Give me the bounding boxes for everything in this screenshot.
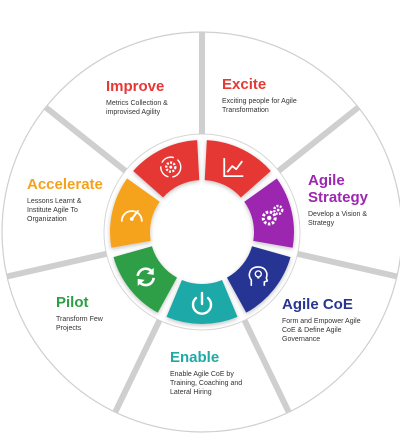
inner-petals — [109, 140, 294, 325]
trend-chart-icon — [223, 158, 244, 178]
segment-separator — [241, 318, 292, 414]
segment-agile-coe: Agile CoE Form and Empower Agile CoE & D… — [282, 296, 368, 344]
segment-description: Transform Few Projects — [56, 316, 103, 332]
head-idea-icon — [248, 266, 269, 286]
segment-enable: Enable Enable Agile CoE by Training, Coa… — [170, 349, 256, 397]
segment-title: Agile CoE — [282, 296, 353, 313]
gauge-icon — [120, 209, 143, 222]
gears-icon — [261, 204, 284, 226]
segment-separator — [43, 104, 128, 174]
segment-improve: Improve Metrics Collection & improvised … — [106, 78, 196, 117]
segment-title: Agile Strategy — [308, 172, 369, 206]
power-icon — [191, 291, 213, 315]
petal-excite — [204, 140, 271, 198]
segment-title: Enable — [170, 349, 220, 366]
segment-separator — [296, 250, 398, 280]
cycle-gear-icon — [160, 156, 182, 178]
segment-title: Improve — [106, 78, 165, 95]
petal-agile-coe — [226, 246, 291, 313]
segment-pilot: Pilot Transform Few Projects — [56, 294, 116, 333]
segment-description: Enable Agile CoE by Training, Coaching a… — [170, 371, 243, 396]
segment-agile-strategy: Agile Strategy Develop a Vision & Strate… — [308, 172, 380, 228]
segment-description: Lessons Learnt & Institute Agile To Orga… — [27, 198, 82, 223]
segment-description: Form and Empower Agile CoE & Define Agil… — [282, 318, 361, 343]
petal-accelerate — [109, 178, 160, 248]
segment-title: Accelerate — [27, 176, 103, 193]
segment-description: Metrics Collection & improvised Agility — [106, 100, 168, 116]
segment-separator — [6, 250, 108, 280]
segment-title: Pilot — [56, 294, 89, 311]
petal-pilot — [113, 246, 178, 313]
segment-excite: Excite Exciting people for Agile Transfo… — [222, 76, 312, 115]
segment-title: Excite — [222, 76, 267, 93]
petal-icons — [120, 156, 284, 315]
segment-separator — [276, 104, 361, 174]
segment-description: Exciting people for Agile Transformation — [222, 98, 297, 114]
segment-description: Develop a Vision & Strategy — [308, 211, 368, 227]
segment-separator — [112, 318, 163, 414]
segment-accelerate: Accelerate Lessons Learnt & Institute Ag… — [27, 176, 103, 224]
petal-agile-strategy — [244, 178, 294, 248]
refresh-icon — [136, 267, 156, 287]
